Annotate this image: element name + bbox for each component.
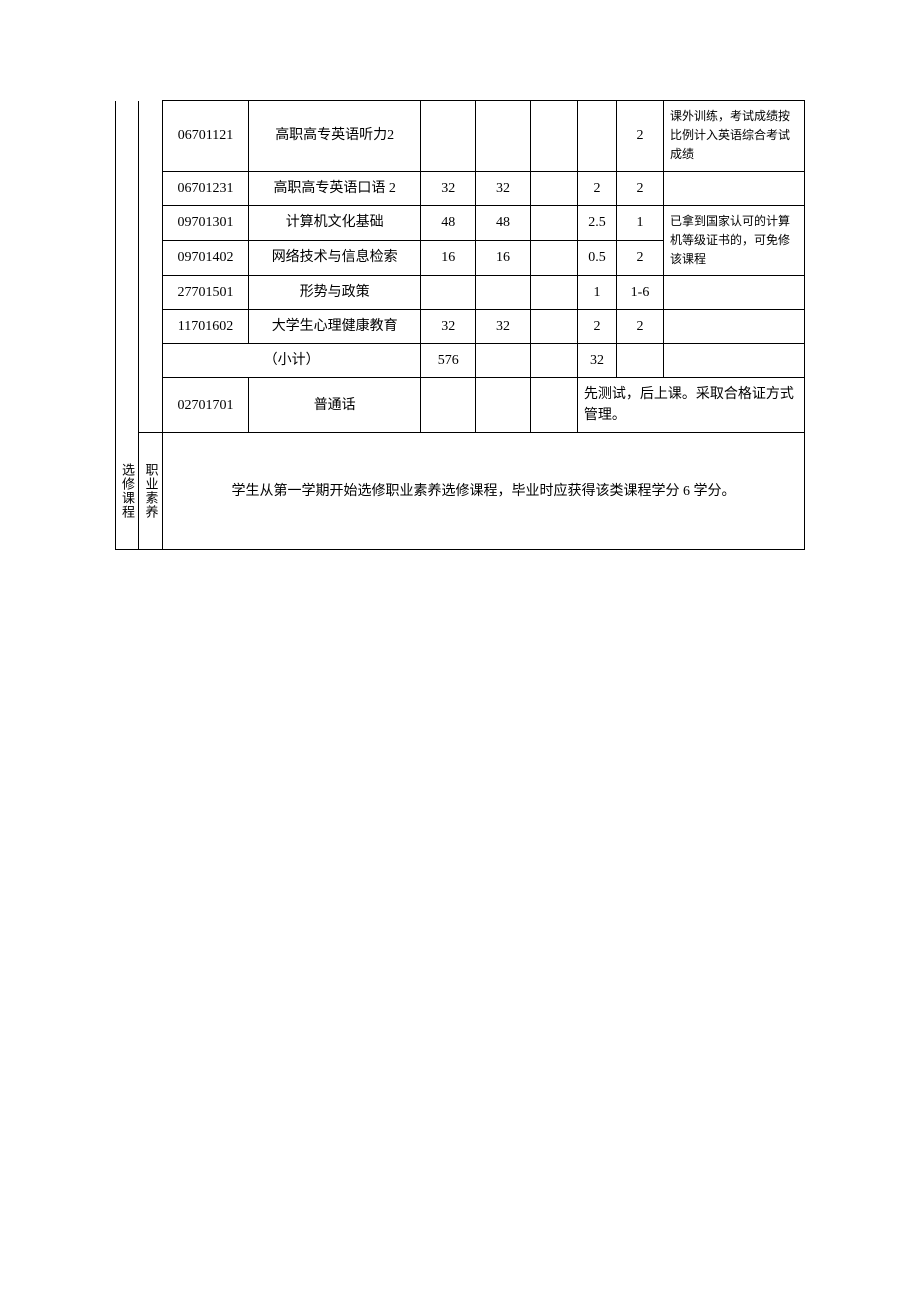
table-row: 27701501 形势与政策 1 1-6 [116, 276, 805, 310]
elective-row: 选修课程 职业素养 学生从第一学期开始选修职业素养选修课程，毕业时应获得该类课程… [116, 433, 805, 550]
table-row: 11701602 大学生心理健康教育 32 32 2 2 [116, 310, 805, 344]
subtotal-practice [530, 344, 577, 378]
course-name: 高职高专英语听力2 [249, 101, 421, 172]
table-row: 06701231 高职高专英语口语 2 32 32 2 2 [116, 171, 805, 205]
hours-total: 16 [421, 240, 476, 275]
course-name: 形势与政策 [249, 276, 421, 310]
semester: 1 [617, 205, 664, 240]
semester: 1-6 [617, 276, 664, 310]
course-name: 大学生心理健康教育 [249, 310, 421, 344]
note [663, 171, 804, 205]
hours-theory [476, 101, 531, 172]
hours-practice [530, 101, 577, 172]
hours-practice [530, 240, 577, 275]
credits: 2.5 [577, 205, 616, 240]
hours-practice [530, 205, 577, 240]
hours-total [421, 276, 476, 310]
hours-theory: 32 [476, 171, 531, 205]
course-table: 06701121 高职高专英语听力2 2 课外训练，考试成绩按比例计入英语综合考… [115, 100, 805, 550]
elective-description: 学生从第一学期开始选修职业素养选修课程，毕业时应获得该类课程学分 6 学分。 [162, 433, 804, 550]
hours-practice [530, 378, 577, 433]
hours-practice [530, 171, 577, 205]
credits: 2 [577, 171, 616, 205]
note: 课外训练，考试成绩按比例计入英语综合考试成绩 [663, 101, 804, 172]
hours-theory: 48 [476, 205, 531, 240]
hours-practice [530, 310, 577, 344]
hours-theory [476, 378, 531, 433]
note: 已拿到国家认可的计算机等级证书的，可免修该课程 [663, 205, 804, 276]
semester: 2 [617, 171, 664, 205]
credits: 0.5 [577, 240, 616, 275]
hours-total [421, 101, 476, 172]
course-name: 高职高专英语口语 2 [249, 171, 421, 205]
subtotal-total: 576 [421, 344, 476, 378]
hours-practice [530, 276, 577, 310]
course-code: 02701701 [162, 378, 248, 433]
course-name: 普通话 [249, 378, 421, 433]
credits [577, 101, 616, 172]
course-name: 计算机文化基础 [249, 205, 421, 240]
hours-total [421, 378, 476, 433]
subtotal-credits: 32 [577, 344, 616, 378]
hours-total: 48 [421, 205, 476, 240]
course-name: 网络技术与信息检索 [249, 240, 421, 275]
category-professional: 职业素养 [139, 433, 162, 550]
subtotal-label: （小计） [162, 344, 420, 378]
hours-total: 32 [421, 171, 476, 205]
semester: 2 [617, 240, 664, 275]
credits: 1 [577, 276, 616, 310]
semester: 2 [617, 101, 664, 172]
inner-category-cell [139, 101, 162, 433]
subtotal-row: （小计） 576 32 [116, 344, 805, 378]
course-code: 11701602 [162, 310, 248, 344]
category-elective: 选修课程 [116, 433, 139, 550]
course-code: 06701231 [162, 171, 248, 205]
table-row: 06701121 高职高专英语听力2 2 课外训练，考试成绩按比例计入英语综合考… [116, 101, 805, 172]
hours-theory [476, 276, 531, 310]
subtotal-semester [617, 344, 664, 378]
course-code: 09701301 [162, 205, 248, 240]
putonghua-row: 02701701 普通话 先测试，后上课。采取合格证方式管理。 [116, 378, 805, 433]
table-row: 09701301 计算机文化基础 48 48 2.5 1 已拿到国家认可的计算机… [116, 205, 805, 240]
course-code: 06701121 [162, 101, 248, 172]
course-code: 27701501 [162, 276, 248, 310]
hours-total: 32 [421, 310, 476, 344]
course-code: 09701402 [162, 240, 248, 275]
hours-theory: 16 [476, 240, 531, 275]
semester: 2 [617, 310, 664, 344]
subtotal-note [663, 344, 804, 378]
outer-category-cell [116, 101, 139, 433]
hours-theory: 32 [476, 310, 531, 344]
note [663, 310, 804, 344]
note [663, 276, 804, 310]
subtotal-theory [476, 344, 531, 378]
putonghua-note: 先测试，后上课。采取合格证方式管理。 [577, 378, 804, 433]
credits: 2 [577, 310, 616, 344]
